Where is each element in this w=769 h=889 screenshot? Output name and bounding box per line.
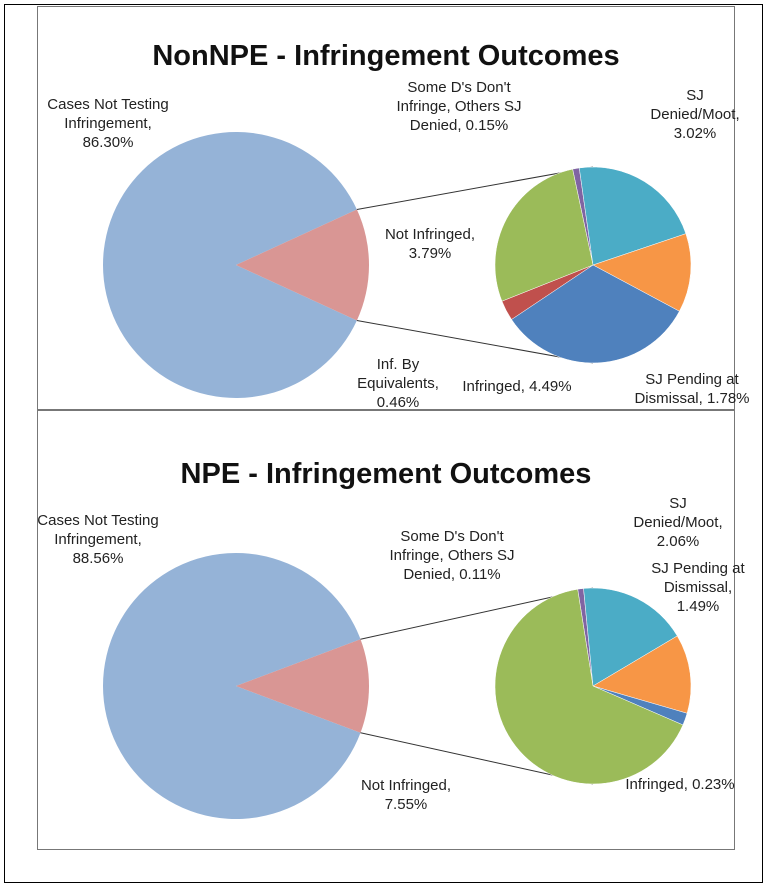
pie-slice (494, 588, 684, 785)
data-label: Cases Not Testing Infringement, 88.56% (37, 512, 159, 567)
pie-slice (578, 166, 687, 266)
frame (4, 4, 763, 883)
data-label: Not Infringed, 7.55% (360, 777, 452, 813)
pie-slice (102, 553, 361, 819)
chart-title: NPE - Infringement Outcomes (180, 458, 592, 490)
data-label: SJ Denied/Moot, 2.06% (633, 495, 723, 550)
pie-slice (511, 264, 680, 364)
data-label: SJ Pending at Dismissal, 1.49% (651, 560, 745, 615)
panel (37, 410, 735, 850)
data-label: Some D's Don't Infringe, Others SJ Denie… (389, 528, 515, 583)
data-label: SJ Denied/Moot, 3.02% (650, 87, 740, 142)
data-label: Inf. By Equivalents, 0.46% (357, 356, 439, 411)
pie-slice (592, 233, 692, 312)
data-label: Cases Not Testing Infringement, 86.30% (47, 96, 169, 151)
pie-slice (583, 587, 678, 687)
data-label: SJ Pending at Dismissal, 1.78% (634, 371, 750, 407)
data-label: Infringed, 4.49% (462, 378, 572, 395)
connector (356, 166, 594, 211)
connector (356, 319, 594, 364)
pie-slice (494, 168, 594, 302)
data-label: Infringed, 0.23% (625, 776, 735, 793)
pie-slice (103, 132, 357, 399)
pie-slice (236, 639, 369, 733)
panel (37, 6, 735, 410)
chart-title: NonNPE - Infringement Outcomes (152, 40, 620, 72)
data-label: Some D's Don't Infringe, Others SJ Denie… (396, 79, 522, 134)
pie-slice (592, 635, 692, 714)
data-label: Not Infringed, 3.79% (384, 226, 476, 262)
pie-slice (236, 209, 370, 321)
